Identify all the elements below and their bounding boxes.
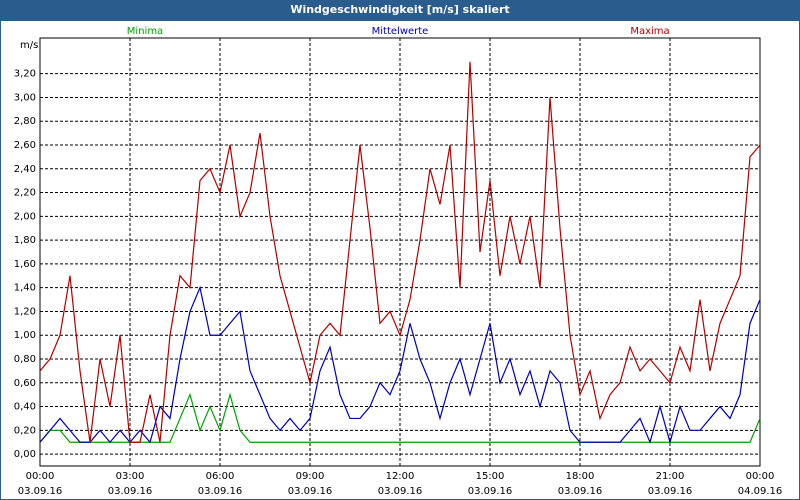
x-tick-label: 15:00 [476,471,505,482]
y-tick-label: 1,80 [14,235,36,246]
y-tick-label: 3,20 [14,69,36,80]
x-tick-label: 09:00 [296,471,325,482]
x-tick-date: 03.09.16 [18,486,63,497]
x-tick-label: 21:00 [656,471,685,482]
chart-title: Windgeschwindigkeit [m/s] skaliert [290,3,509,16]
series-line [39,285,761,445]
x-tick-label: 00:00 [26,471,55,482]
x-tick-date: 03.09.16 [648,486,693,497]
legend-label: Minima [127,26,163,37]
x-tick-date: 03.09.16 [288,486,333,497]
legend-label: Maxima [630,26,669,37]
x-tick-date: 03.09.16 [468,486,513,497]
y-tick-label: 0,20 [14,425,36,436]
y-unit: m/s [20,40,38,51]
y-tick-label: 1,00 [14,330,36,341]
y-tick-label: 2,40 [14,164,36,175]
x-tick-date: 03.09.16 [108,486,153,497]
y-tick-label: 1,40 [14,283,36,294]
x-tick-label: 06:00 [206,471,235,482]
x-tick-label: 18:00 [566,471,595,482]
x-tick-date: 04.09.16 [738,486,783,497]
y-tick-label: 2,60 [14,140,36,151]
x-tick-label: 00:00 [746,471,775,482]
x-tick-date: 03.09.16 [558,486,603,497]
x-tick-date: 03.09.16 [378,486,423,497]
y-tick-label: 0,80 [14,354,36,365]
y-tick-label: 3,00 [14,92,36,103]
x-tick-label: 12:00 [386,471,415,482]
y-tick-label: 2,00 [14,211,36,222]
y-tick-label: 1,60 [14,259,36,270]
legend-label: Mittelwerte [372,26,429,37]
y-tick-label: 0,40 [14,402,36,413]
y-tick-label: 2,80 [14,116,36,127]
x-tick-label: 03:00 [116,471,145,482]
title-bar [0,0,800,20]
y-tick-label: 1,20 [14,306,36,317]
y-tick-label: 0,60 [14,378,36,389]
y-tick-label: 0,00 [14,449,36,460]
y-tick-label: 2,20 [14,188,36,199]
x-tick-date: 03.09.16 [198,486,243,497]
series-line [39,61,761,443]
